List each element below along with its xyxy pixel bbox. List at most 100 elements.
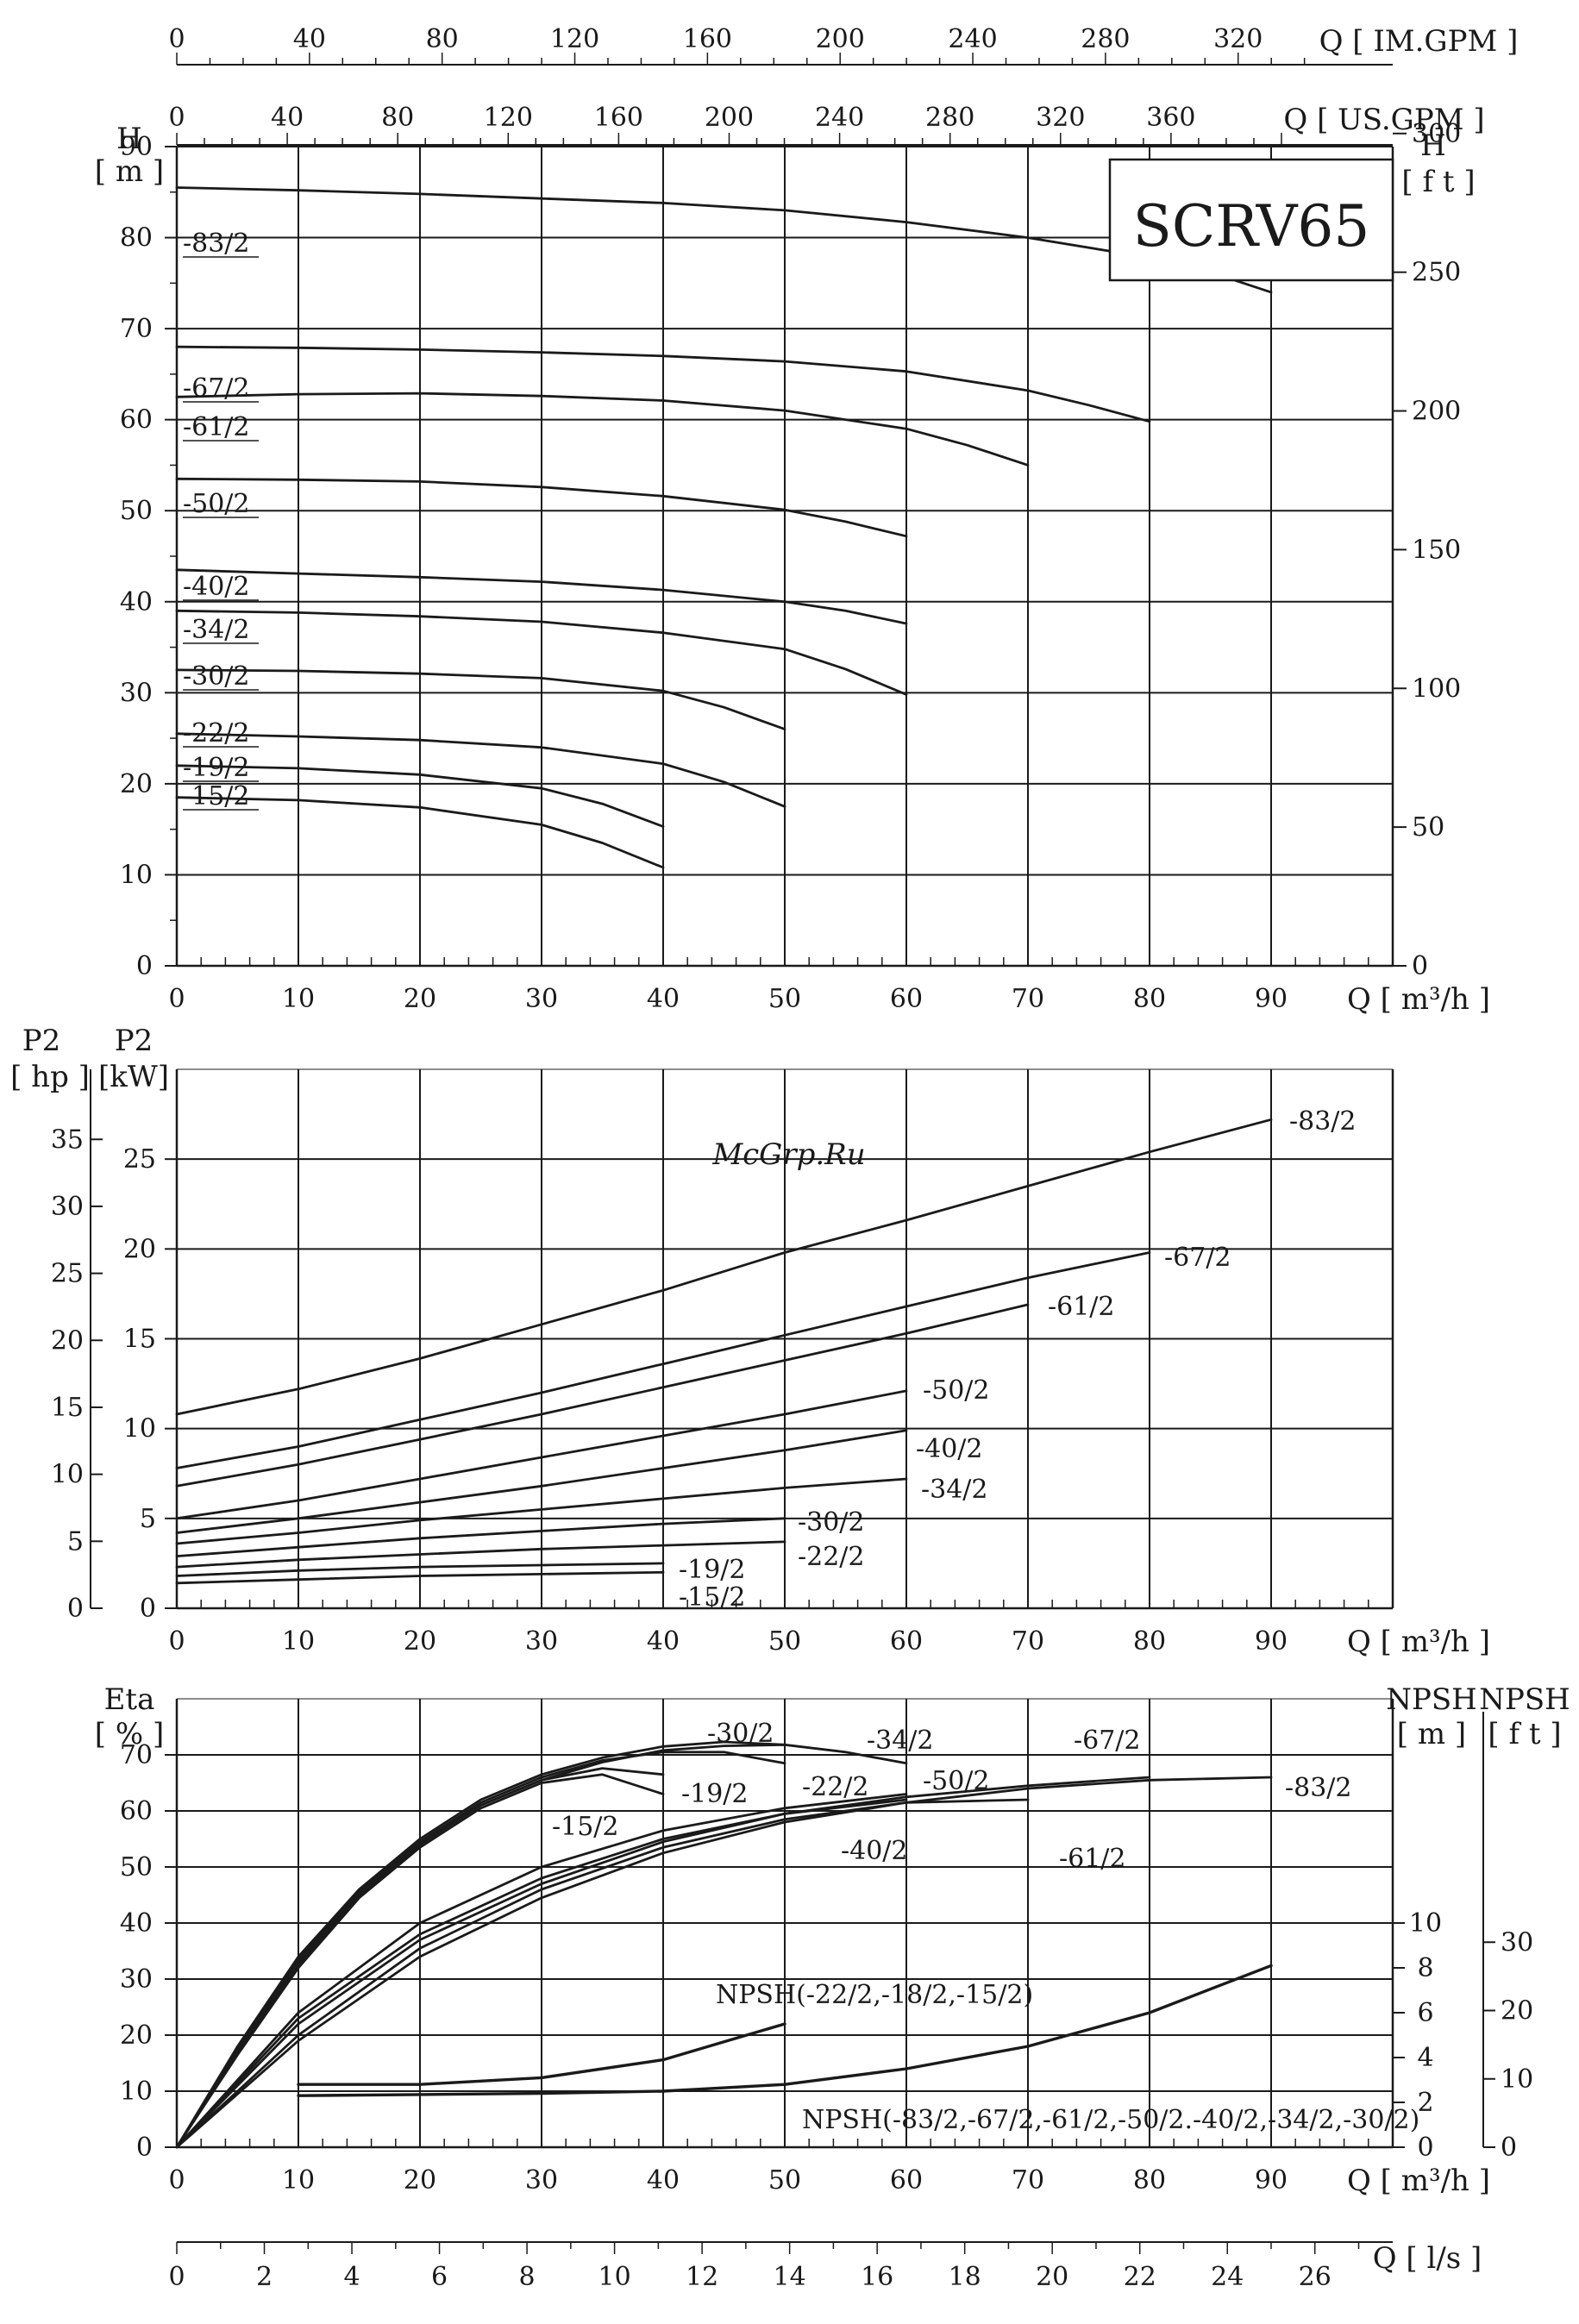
power-series-label: -40/2 bbox=[916, 1434, 983, 1464]
head-y-tick-label: 30 bbox=[120, 678, 153, 708]
power-curve--83/2 bbox=[175, 1118, 1273, 1416]
eta-y-tick-label: 20 bbox=[120, 2020, 153, 2051]
npsh-ft-tick-label: 20 bbox=[1501, 1996, 1533, 2026]
head-curve--67/2 bbox=[175, 345, 1151, 423]
head-series-label: -61/2 bbox=[183, 412, 250, 442]
power-kw-tick-label: 25 bbox=[123, 1144, 156, 1175]
head-ft-tick-label: 200 bbox=[1412, 397, 1461, 427]
head-curve--22/2 bbox=[175, 732, 786, 808]
head-y-tick-label: 90 bbox=[120, 132, 153, 162]
usgpm-tick-label: 360 bbox=[1146, 103, 1195, 133]
head-y-tick-label: 40 bbox=[120, 587, 153, 617]
head-q-tick-label: 90 bbox=[1255, 984, 1288, 1014]
eta-series-label: -15/2 bbox=[552, 1812, 619, 1842]
head-q-tick-label: 20 bbox=[404, 984, 436, 1014]
head-curve--19/2 bbox=[175, 764, 665, 828]
usgpm-tick-label: 280 bbox=[925, 103, 974, 133]
head-ft-tick-label: 150 bbox=[1412, 535, 1461, 565]
eta-q-tick-label: 10 bbox=[282, 2165, 315, 2196]
ls-tick-label: 10 bbox=[598, 2262, 631, 2292]
usgpm-tick-label: 240 bbox=[815, 103, 864, 133]
head-y-tick-label: 60 bbox=[120, 405, 153, 435]
head-ft-axis-unit: [ f t ] bbox=[1401, 165, 1475, 199]
npsh-m-tick-label: 4 bbox=[1417, 2043, 1433, 2073]
head-y-axis-title: H bbox=[116, 122, 142, 156]
head-y-tick-label: 50 bbox=[120, 496, 153, 526]
head-curve--83/2 bbox=[175, 186, 1273, 294]
imgpm-tick-label: 240 bbox=[948, 24, 997, 54]
imgpm-tick-label: 160 bbox=[683, 24, 732, 54]
model-box: SCRV65 bbox=[1108, 158, 1394, 282]
usgpm-axis-label: Q [ US.GPM ] bbox=[1283, 103, 1484, 137]
power-curve--30/2 bbox=[175, 1517, 786, 1557]
ls-tick-label: 20 bbox=[1036, 2262, 1068, 2292]
eta-curve--22/2 bbox=[175, 1751, 786, 2149]
power-q-axis-label: Q [ m³/h ] bbox=[1347, 1625, 1490, 1659]
power-q-tick-label: 40 bbox=[647, 1626, 680, 1657]
usgpm-tick-label: 160 bbox=[594, 103, 643, 133]
power-q-tick-label: 10 bbox=[282, 1626, 315, 1657]
head-series-label: -50/2 bbox=[183, 489, 250, 519]
ls-tick-label: 22 bbox=[1124, 2262, 1156, 2292]
ls-tick-label: 18 bbox=[949, 2262, 981, 2292]
usgpm-tick-label: 320 bbox=[1036, 103, 1085, 133]
power-curve--40/2 bbox=[175, 1429, 908, 1534]
power-q-tick-label: 20 bbox=[404, 1626, 436, 1657]
power-curve--50/2 bbox=[175, 1389, 908, 1520]
eta-q-tick-label: 60 bbox=[890, 2165, 923, 2196]
imgpm-tick-label: 120 bbox=[550, 24, 599, 54]
power-hp-tick-label: 10 bbox=[51, 1460, 84, 1490]
head-series-label: -83/2 bbox=[183, 229, 250, 259]
eta-q-tick-label: 30 bbox=[525, 2165, 558, 2196]
eta-series-label: -83/2 bbox=[1285, 1773, 1352, 1803]
eta-series-label: -30/2 bbox=[707, 1719, 774, 1749]
eta-y-tick-label: 60 bbox=[120, 1796, 153, 1826]
head-q-tick-label: 40 bbox=[647, 984, 680, 1014]
eta-y-tick-label: 10 bbox=[120, 2077, 153, 2107]
axes-layer bbox=[90, 53, 1495, 2254]
power-curve--22/2 bbox=[175, 1540, 786, 1569]
usgpm-tick-label: 80 bbox=[381, 103, 414, 133]
eta-series-label: -22/2 bbox=[802, 1772, 869, 1802]
power-series-label: -50/2 bbox=[923, 1375, 990, 1406]
head-q-axis-label: Q [ m³/h ] bbox=[1347, 982, 1490, 1017]
eta-curve--67/2 bbox=[175, 1776, 1151, 2149]
power-q-tick-label: 70 bbox=[1012, 1626, 1044, 1657]
imgpm-tick-label: 80 bbox=[426, 24, 459, 54]
head-ft-axis-title: H bbox=[1420, 128, 1446, 163]
head-curve--40/2 bbox=[175, 568, 908, 625]
eta-y-tick-label: 30 bbox=[120, 1964, 153, 1995]
eta-q-tick-label: 20 bbox=[404, 2165, 436, 2196]
head-ft-tick-label: 0 bbox=[1412, 951, 1428, 981]
npsh-m-axis-title: NPSH bbox=[1386, 1682, 1477, 1717]
eta-y-tick-label: 0 bbox=[136, 2133, 153, 2163]
imgpm-axis-label: Q [ IM.GPM ] bbox=[1319, 24, 1519, 59]
eta-q-tick-label: 40 bbox=[647, 2165, 680, 2196]
power-curve--19/2 bbox=[175, 1562, 665, 1577]
power-series-label: -22/2 bbox=[798, 1542, 865, 1572]
eta-q-tick-label: 0 bbox=[168, 2165, 185, 2196]
power-curve--61/2 bbox=[175, 1303, 1030, 1488]
power-hp-tick-label: 20 bbox=[51, 1325, 84, 1356]
eta-q-tick-label: 70 bbox=[1012, 2165, 1044, 2196]
ls-tick-label: 16 bbox=[861, 2262, 893, 2292]
head-curve--30/2 bbox=[175, 668, 786, 730]
head-series-label: -40/2 bbox=[183, 572, 250, 602]
series-layer bbox=[175, 186, 1273, 2149]
head-ft-tick-label: 250 bbox=[1412, 258, 1461, 288]
ls-tick-label: 4 bbox=[343, 2262, 360, 2292]
power-q-tick-label: 80 bbox=[1133, 1626, 1166, 1657]
head-q-tick-label: 70 bbox=[1012, 984, 1044, 1014]
usgpm-tick-label: 120 bbox=[484, 103, 533, 133]
power-curve--15/2 bbox=[175, 1570, 665, 1585]
head-y-tick-label: 10 bbox=[120, 860, 153, 890]
eta-series-label: NPSH(-83/2,-67/2,-61/2,-50/2.-40/2,-34/2… bbox=[802, 2105, 1419, 2135]
head-ft-tick-label: 300 bbox=[1412, 119, 1461, 149]
power-kw-axis-unit: [kW] bbox=[98, 1060, 169, 1094]
usgpm-tick-label: 0 bbox=[168, 103, 185, 133]
imgpm-tick-label: 280 bbox=[1081, 24, 1130, 54]
head-q-tick-label: 0 bbox=[168, 984, 185, 1014]
eta-curve-NPSH(-22/2,-18/2,-15/2) bbox=[297, 2022, 786, 2086]
npsh-m-tick-label: 0 bbox=[1417, 2133, 1433, 2163]
